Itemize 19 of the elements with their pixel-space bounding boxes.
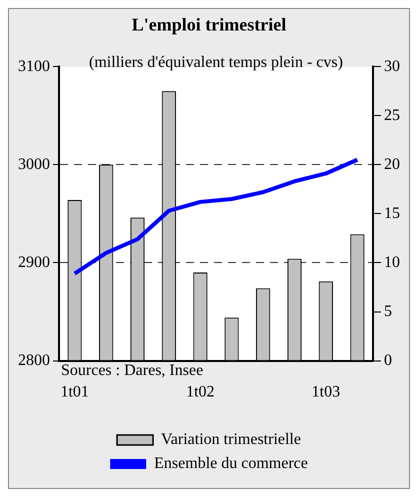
y2-tick-label: 15 [384, 204, 400, 222]
x-tick-label: 1t02 [186, 384, 215, 401]
y2-tick-label: 10 [384, 254, 400, 271]
chart-subtitle: (milliers d'équivalent temps plein - cvs) [89, 54, 343, 71]
y2-tick-label: 20 [384, 156, 400, 173]
x-tick-label: 1t03 [312, 384, 340, 401]
y-tick-label: 3000 [18, 156, 50, 173]
source-note: Sources : Dares, Insee [61, 362, 204, 380]
y-tick-label: 2900 [18, 254, 50, 271]
y2-tick-label: 30 [384, 58, 400, 75]
legend-label: Ensemble du commerce [154, 455, 308, 472]
y2-tick-label: 25 [384, 106, 400, 124]
legend-label: Variation trimestrielle [161, 431, 301, 448]
y2-tick-label: 5 [384, 302, 392, 320]
x-tick-label: 1t01 [60, 384, 89, 401]
y-tick-label: 3100 [18, 58, 50, 75]
y2-tick-label: 0 [384, 352, 392, 370]
chart-title: L'emploi trimestriel [132, 14, 286, 34]
y-tick-label: 2800 [18, 352, 50, 370]
